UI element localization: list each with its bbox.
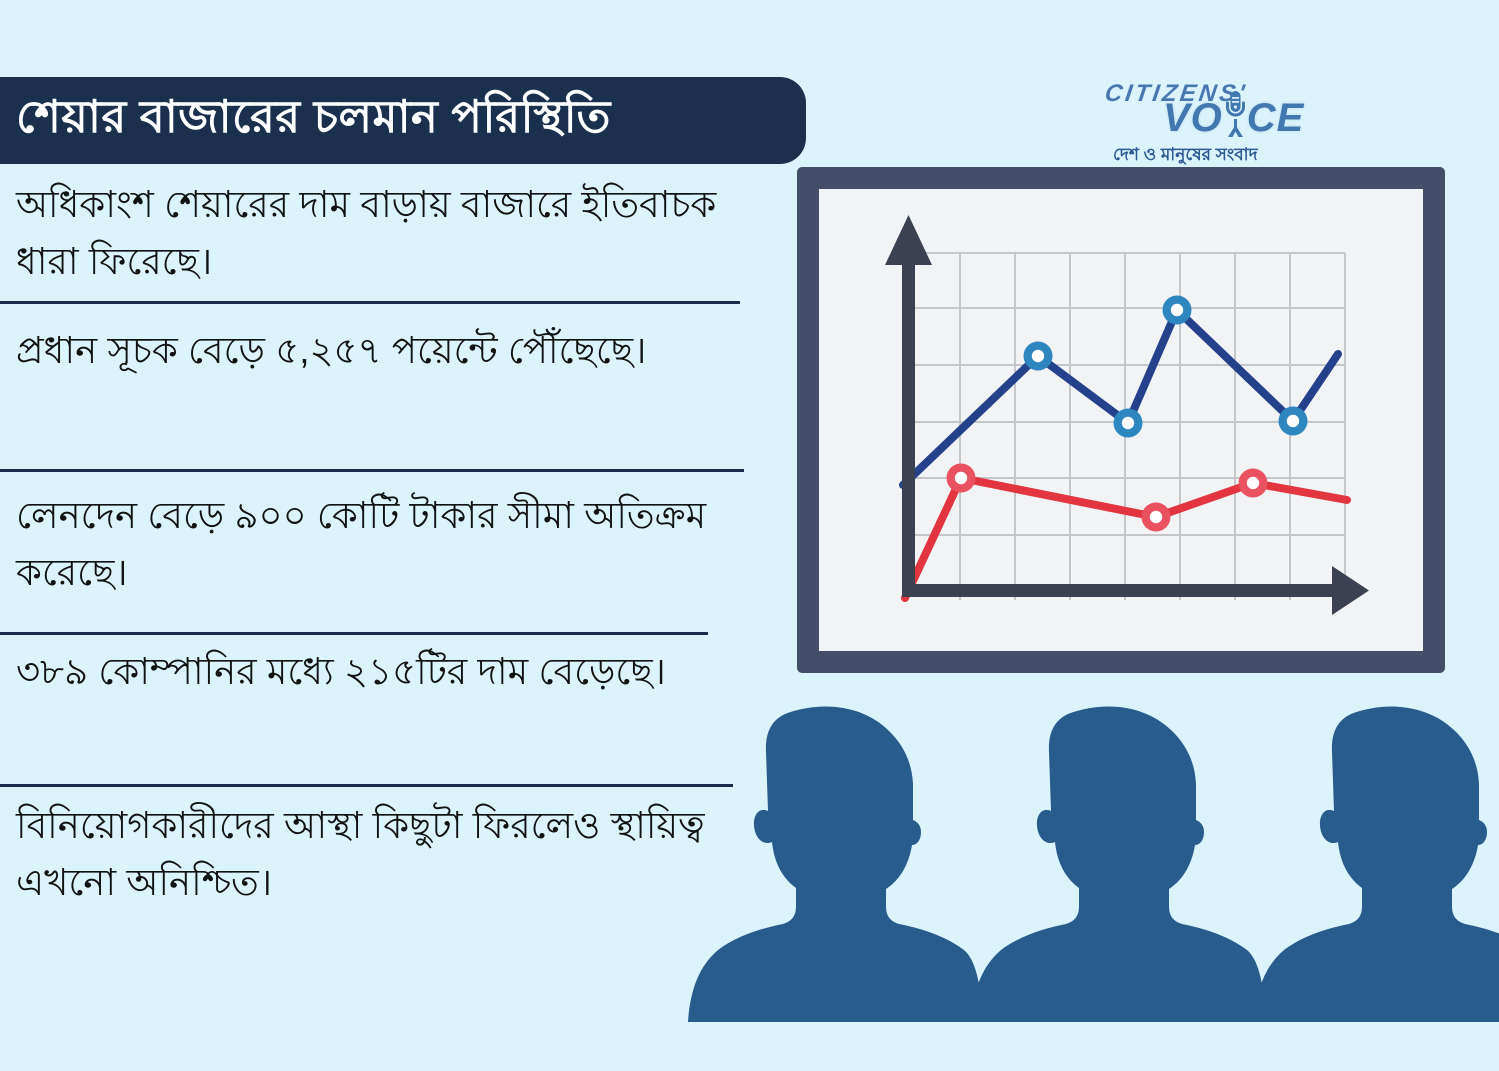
microphone-icon xyxy=(1225,91,1245,137)
chart-svg xyxy=(797,167,1445,673)
blue-series-marker-center xyxy=(1121,416,1135,430)
bullet-4: ৩৮৯ কোম্পানির মধ্যে ২১৫টির দাম বেড়েছে। xyxy=(16,651,666,692)
blue-series-marker-center xyxy=(1170,303,1184,317)
logo-voice-post: CE xyxy=(1246,96,1305,140)
y-axis-bar xyxy=(902,257,915,597)
chart-illustration xyxy=(797,167,1445,673)
blue-series-marker-center xyxy=(1286,414,1300,428)
audience-silhouettes xyxy=(688,692,1499,1023)
red-series-marker-center xyxy=(1149,510,1163,524)
citizens-voice-logo: CITIZENS' VO CE দেশ ও মানুষের সংবাদ xyxy=(1093,80,1353,165)
chart-markers xyxy=(946,295,1308,532)
bullet-2: প্রধান সূচক বেড়ে ৫,২৫৭ পয়েন্টে পৌঁছেছে… xyxy=(16,330,647,371)
divider-3 xyxy=(0,632,708,635)
person-silhouette xyxy=(971,706,1266,1022)
divider-4 xyxy=(0,784,733,787)
title-banner: শেয়ার বাজারের চলমান পরিস্থিতি xyxy=(0,77,806,164)
people-svg xyxy=(688,706,1499,1022)
logo-voice-pre: VO xyxy=(1163,96,1223,140)
divider-2 xyxy=(0,469,744,472)
red-series-marker-center xyxy=(954,471,968,485)
y-axis-arrow xyxy=(885,215,932,265)
bullet-3: লেনদেন বেড়ে ৯০০ কোটি টাকার সীমা অতিক্রম… xyxy=(16,495,707,594)
chart-axes xyxy=(885,215,1369,615)
page-title: শেয়ার বাজারের চলমান পরিস্থিতি xyxy=(16,91,611,142)
divider-1 xyxy=(0,301,740,304)
blue-series-marker-center xyxy=(1031,349,1045,363)
person-silhouette xyxy=(688,706,983,1022)
bullet-5: বিনিয়োগকারীদের আস্থা কিছুটা ফিরলেও স্থা… xyxy=(16,805,705,904)
logo-voice-text: VO CE xyxy=(1163,91,1305,141)
bullet-1: অধিকাংশ শেয়ারের দাম বাড়ায় বাজারে ইতিব… xyxy=(16,184,717,283)
x-axis-bar xyxy=(902,584,1335,597)
logo-tagline: দেশ ও মানুষের সংবাদ xyxy=(1113,145,1258,164)
x-axis-arrow xyxy=(1332,566,1369,615)
red-series-marker-center xyxy=(1246,476,1260,490)
person-silhouette xyxy=(1254,706,1499,1022)
